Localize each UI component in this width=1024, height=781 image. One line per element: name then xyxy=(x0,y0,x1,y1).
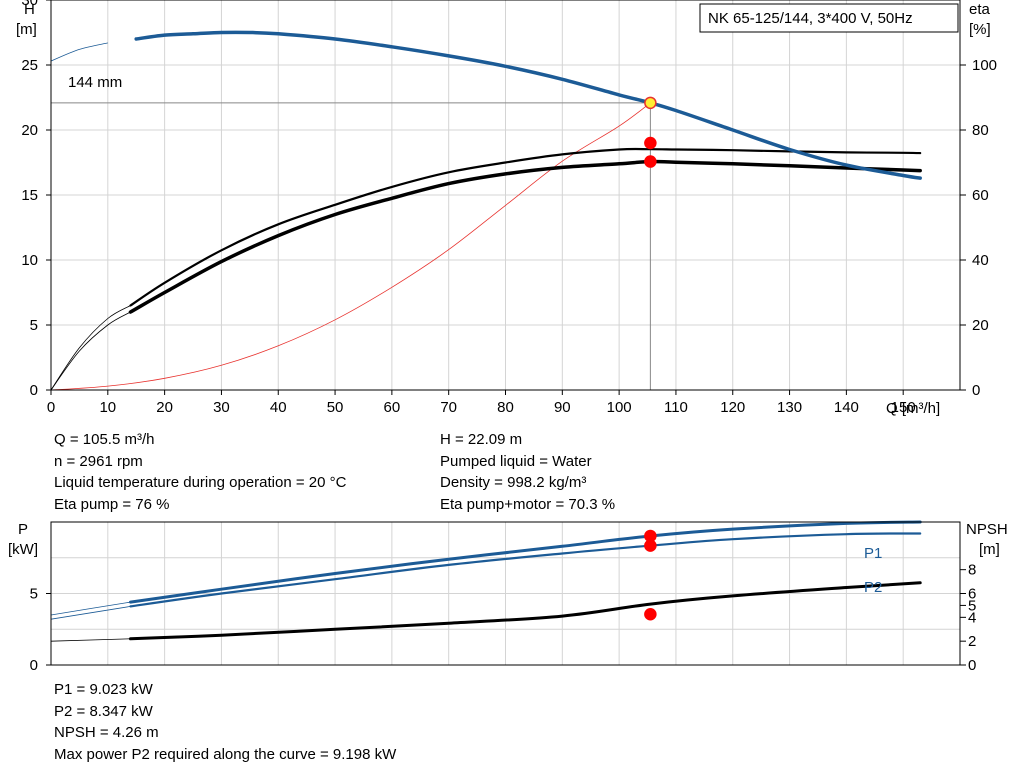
h-tick-label: 10 xyxy=(21,252,38,269)
npsh-tick-label: 4 xyxy=(968,609,976,626)
x-tick-label: 120 xyxy=(720,399,745,416)
top-plot-frame xyxy=(50,0,961,391)
p2-marker xyxy=(644,539,657,552)
title-box xyxy=(699,3,959,33)
p2-curve xyxy=(129,532,922,608)
qh-curve xyxy=(134,30,922,180)
x-tick-label: 0 xyxy=(47,399,55,416)
eta-pump-motor-curve xyxy=(128,159,922,314)
right-axis-unit-npsh: [m] xyxy=(979,541,1000,558)
x-tick-label: 100 xyxy=(607,399,632,416)
h-tick-label: 5 xyxy=(30,317,38,334)
right-axis-unit-eta: [%] xyxy=(969,21,991,38)
eta-tick-label: 40 xyxy=(972,252,989,269)
npsh-curve-extension xyxy=(50,638,131,642)
system-curve xyxy=(50,102,651,391)
p1-curve-extension xyxy=(50,601,131,616)
p-tick-label: 0 xyxy=(30,657,38,674)
x-tick-label: 30 xyxy=(213,399,230,416)
info-max-power: Max power P2 required along the curve = … xyxy=(54,745,397,763)
bottom-plot-frame xyxy=(50,521,961,666)
chart-title: NK 65-125/144, 3*400 V, 50Hz xyxy=(708,10,913,27)
info-head: H = 22.09 m xyxy=(440,431,523,448)
eta-pump-curve-extension xyxy=(50,305,131,391)
p1-curve xyxy=(129,520,922,604)
info-eta-pump: Eta pump = 76 % xyxy=(54,495,170,513)
top-chart-grid xyxy=(50,0,960,390)
x-tick-label: 10 xyxy=(99,399,116,416)
x-axis-label: Q [m³/h] xyxy=(886,400,940,417)
qh-curve-extension xyxy=(50,42,108,62)
npsh-curve xyxy=(129,581,922,641)
info-p2: P2 = 8.347 kW xyxy=(54,702,153,720)
x-tick-label: 110 xyxy=(664,399,688,416)
eta-tick-label: 100 xyxy=(972,57,997,74)
npsh-tick-label: 6 xyxy=(968,586,976,603)
h-tick-label: 0 xyxy=(30,382,38,399)
info-p1: P1 = 9.023 kW xyxy=(54,681,153,698)
h-tick-label: 15 xyxy=(21,187,38,204)
info-left: Q = 105.5 m³/h n = 2961 rpm Liquid tempe… xyxy=(54,429,346,515)
npsh-tick-label: 5 xyxy=(968,597,976,614)
left-axis-label-p: P xyxy=(18,521,28,538)
info-pumped-liquid: Pumped liquid = Water xyxy=(440,452,592,470)
npsh-tick-label: 2 xyxy=(968,633,976,650)
p-tick-label: 5 xyxy=(30,586,38,603)
npsh-tick-label: 0 xyxy=(968,657,976,674)
eta-pump-marker xyxy=(644,136,657,150)
info-flow: Q = 105.5 m³/h xyxy=(54,431,155,448)
info-liquid-temperature: Liquid temperature during operation = 20… xyxy=(54,474,347,492)
x-tick-label: 60 xyxy=(384,399,401,416)
right-axis-label-eta: eta xyxy=(969,1,991,18)
left-axis-label-h: H xyxy=(24,1,35,18)
npsh-marker xyxy=(644,607,657,621)
series-label-p2: P2 xyxy=(864,579,882,596)
info-bottom: P1 = 9.023 kW P2 = 8.347 kW NPSH = 4.26 … xyxy=(54,679,396,765)
x-tick-label: 50 xyxy=(327,399,344,416)
h-tick-label: 25 xyxy=(21,57,38,74)
info-eta-pump-motor: Eta pump+motor = 70.3 % xyxy=(440,495,616,513)
x-tick-label: 130 xyxy=(777,399,802,416)
eta-tick-label: 60 xyxy=(972,187,989,204)
right-axis-label-npsh: NPSH xyxy=(966,521,1008,538)
x-tick-label: 80 xyxy=(497,399,514,416)
h-tick-label: 20 xyxy=(21,122,38,139)
left-axis-unit-p: [kW] xyxy=(8,541,38,558)
h-tick-label: 30 xyxy=(21,0,38,9)
eta-pump-motor-marker xyxy=(644,155,657,168)
info-right: H = 22.09 m Pumped liquid = Water Densit… xyxy=(440,429,615,515)
p2-curve-extension xyxy=(50,606,131,620)
eta-tick-label: 20 xyxy=(972,317,989,334)
curves xyxy=(50,30,922,642)
x-tick-label: 90 xyxy=(554,399,571,416)
eta-pump-motor-curve-extension xyxy=(50,311,131,391)
operating-point-marker xyxy=(644,96,657,110)
npsh-tick-label: 8 xyxy=(968,562,976,579)
eta-pump-curve xyxy=(129,147,922,307)
x-tick-label: 140 xyxy=(834,399,859,416)
axis-labels: 0 10 20 30 40 50 60 70 80 90 100 110 120 130 140 150051… xyxy=(21,0,997,674)
x-tick-label: 40 xyxy=(270,399,287,416)
x-tick-label: 70 xyxy=(440,399,457,416)
eta-tick-label: 80 xyxy=(972,122,989,139)
eta-tick-label: 0 xyxy=(972,382,980,399)
info-density: Density = 998.2 kg/m³ xyxy=(440,474,587,492)
impeller-diameter-label: 144 mm xyxy=(68,74,122,91)
info-speed: n = 2961 rpm xyxy=(54,452,143,470)
left-axis-unit-h: [m] xyxy=(16,21,37,38)
x-tick-label: 20 xyxy=(156,399,173,416)
series-label-p1: P1 xyxy=(864,545,882,562)
info-npsh: NPSH = 4.26 m xyxy=(54,724,159,742)
x-tick-label: 150 xyxy=(891,399,916,416)
